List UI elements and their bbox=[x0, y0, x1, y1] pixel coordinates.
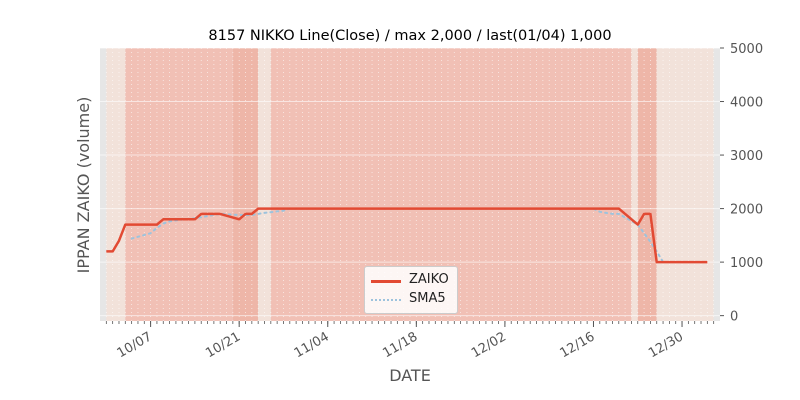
y-tick-label-2: 2000 bbox=[730, 203, 763, 218]
shaded-region-9 bbox=[713, 48, 720, 321]
y-tick-label-3: 3000 bbox=[730, 149, 763, 164]
series-line-zaiko bbox=[106, 207, 708, 264]
shaded-region-2 bbox=[125, 48, 233, 321]
shaded-region-8 bbox=[656, 48, 714, 321]
shaded-region-7 bbox=[637, 48, 657, 321]
y-tick-label-5: 5000 bbox=[730, 42, 763, 57]
shaded-region-6 bbox=[631, 48, 638, 321]
x-tick-label-2: 11/04 bbox=[292, 329, 332, 361]
y-tick-label-1: 1000 bbox=[730, 256, 763, 271]
x-tick-label-5: 12/16 bbox=[558, 329, 598, 361]
legend-label-sma5: SMA5 bbox=[409, 291, 446, 306]
legend-label-zaiko: ZAIKO bbox=[409, 272, 449, 287]
x-tick-label-3: 11/18 bbox=[380, 329, 420, 361]
y-tick-label-4: 4000 bbox=[730, 96, 763, 111]
legend-swatch-zaiko bbox=[371, 280, 401, 283]
shaded-region-0 bbox=[100, 48, 107, 321]
shaded-region-1 bbox=[106, 48, 126, 321]
chart-legend: ZAIKO SMA5 bbox=[364, 266, 458, 314]
x-tick-label-4: 12/02 bbox=[469, 329, 509, 361]
y-axis-label: IPPAN ZAIKO (volume) bbox=[74, 97, 93, 274]
x-axis-label: DATE bbox=[389, 366, 431, 385]
chart-title: 8157 NIKKO Line(Close) / max 2,000 / las… bbox=[208, 28, 611, 44]
x-tick-label-1: 10/21 bbox=[203, 329, 243, 361]
x-tick-label-0: 10/07 bbox=[115, 329, 155, 361]
x-tick-label-6: 12/30 bbox=[646, 329, 686, 361]
y-tick-label-0: 0 bbox=[730, 310, 738, 325]
legend-swatch-sma5 bbox=[371, 299, 401, 301]
